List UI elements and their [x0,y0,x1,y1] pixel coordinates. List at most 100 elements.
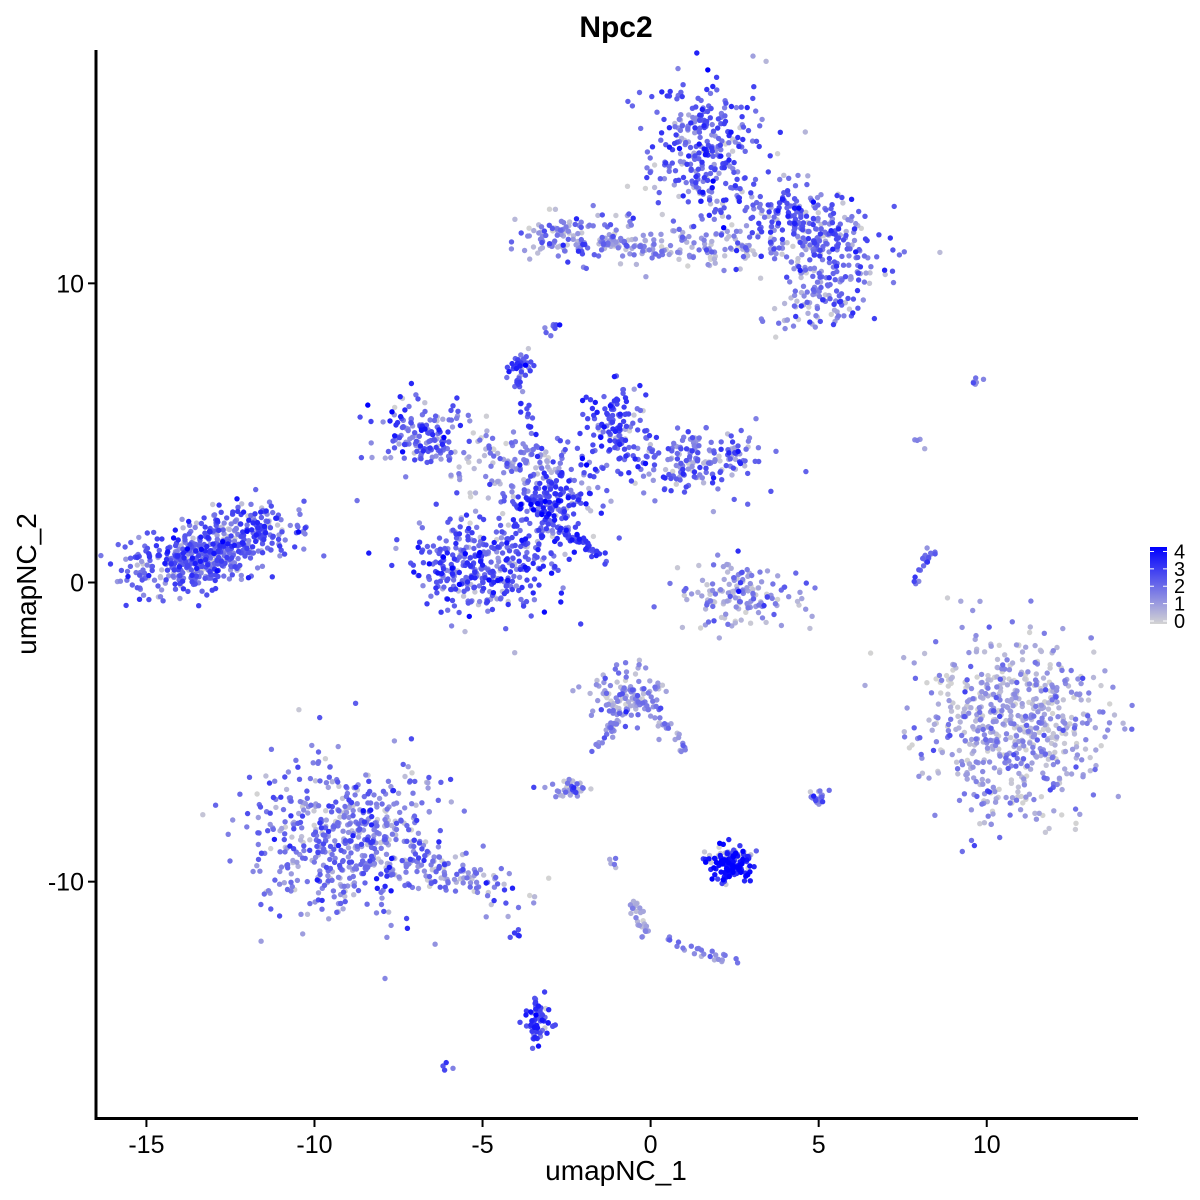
point-cluster-bottom-left [332,838,338,844]
point-cluster-bottom-left [326,774,332,780]
point-cluster-right [1018,671,1024,677]
point-trail-top-bridge-2 [652,251,659,257]
point-cluster-bottom-left [270,794,277,801]
point-cluster-top-right [767,229,774,235]
point-cluster-left [176,564,183,570]
point-cluster-right [968,705,974,711]
point-cluster-mid-arc [705,619,712,625]
point-cluster-center-lower [454,490,460,496]
point-cluster-left-tail [282,537,288,543]
point-cluster-bottom-left [314,843,320,850]
point-cluster-right [1080,675,1086,681]
point-cluster-small-1 [531,784,537,790]
point-cluster-center-lower [497,522,504,529]
point-cluster-bottom-left [373,801,380,807]
point-cluster-top-bridge [711,256,718,262]
point-cluster-center-lower [449,571,456,577]
point-cluster-right [985,685,991,691]
point-cluster-center-upper [616,456,622,462]
point-cluster-left [202,557,209,563]
point-cluster-center-left-arm [436,427,442,433]
point-cluster-left [115,541,121,548]
point-cluster-right [971,842,978,849]
point-cluster-right [1055,714,1061,720]
point-cluster-top-main [692,153,698,159]
point-cluster-right [1034,737,1041,743]
point-cluster-right [1030,744,1036,750]
point-cluster-center-left-arm [380,419,386,425]
point-cluster-top-right [833,263,840,269]
point-cluster-bottom-left [421,857,427,864]
point-cluster-top-main [732,183,738,189]
point-cluster-bottom-left [376,795,383,802]
point-cluster-center-lower [490,568,496,574]
point-cluster-mid-lower [640,700,646,706]
point-cluster-top-left-arm [546,206,553,212]
point-cluster-bottom-left [393,800,400,806]
point-cluster-top-right-lobe [850,310,856,316]
point-cluster-right [973,649,980,655]
point-cluster-center-lower [469,530,475,536]
point-cluster-top-left-arm [570,236,576,242]
point-cluster-right [1033,696,1039,702]
point-cluster-right [1038,794,1045,800]
point-cluster-center-hub [485,495,491,501]
point-cluster-high [751,864,757,870]
point-cluster-bottom-left [410,790,416,796]
point-cluster-top-bridge [691,240,697,246]
point-cluster-top-right [855,254,861,261]
point-cluster-right [996,746,1002,752]
point-cluster-center-lower [548,570,555,576]
point-cluster-top-main [657,176,663,182]
point-cluster-center-right-arm [689,463,695,470]
point-cluster-center-hub [578,491,584,497]
point-cluster-center-hub [558,486,564,492]
point-trail-bottom-dot [443,1059,449,1066]
point-cluster-bottom-left [230,817,236,823]
point-cluster-bottom-left [369,813,375,820]
point-cluster-right [1033,754,1040,760]
point-cluster-right [1056,775,1063,781]
point-cluster-top-main [756,143,762,150]
point-cluster-center-upper [643,392,649,398]
point-cluster-center-spur [522,362,529,368]
point-cluster-right [958,598,964,604]
point-cluster-right [959,732,965,739]
point-cluster-top-right [840,200,846,206]
point-cluster-mid-arc [756,602,762,608]
point-cluster-center-mid [489,435,496,441]
point-cluster-left [211,550,217,557]
point-cluster-center-lower [452,586,459,592]
point-cluster-top-right [779,251,785,257]
point-cluster-small-2 [819,794,825,800]
point-cluster-center-right-arm [679,437,686,443]
point-cluster-center-mid [543,449,549,455]
point-cluster-right [1044,737,1051,743]
point-cluster-right [1023,722,1030,728]
point-cluster-mid-lower [587,690,593,697]
point-cluster-bottom-left [325,873,331,879]
point-cluster-top-right [706,197,713,203]
point-cluster-center-lower [558,599,564,605]
point-cluster-top-main [692,130,698,136]
point-cluster-center-upper [580,411,586,418]
point-cluster-bottom-left [480,843,486,849]
point-cluster-right [1034,725,1040,731]
point-cluster-center-upper [613,396,620,402]
point-cluster-center-lower [558,590,565,596]
point-cluster-center-lower [509,586,515,593]
point-cluster-right [1025,669,1031,675]
point-cluster-top-bridge [746,234,753,240]
point-cluster-right [926,775,932,781]
point-cluster-top-left-arm [560,219,567,226]
point-cluster-bottom-left-tail [445,880,451,886]
point-cluster-right [1015,789,1021,795]
point-cluster-left [193,548,199,554]
point-cluster-center-right-arm [768,488,774,494]
point-cluster-top-left-arm [546,222,552,228]
point-cluster-top-right [937,249,943,256]
point-cluster-top-main [690,114,696,121]
point-cluster-bottom-left [384,806,390,812]
point-cluster-center-upper [598,443,605,449]
point-cluster-top-left-arm [613,212,619,219]
